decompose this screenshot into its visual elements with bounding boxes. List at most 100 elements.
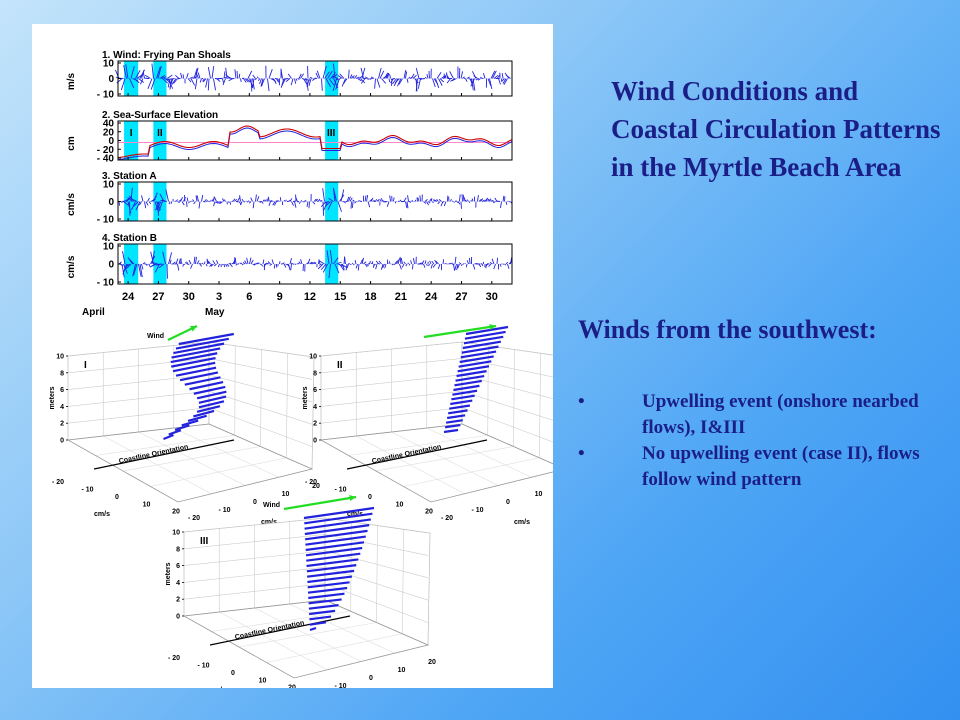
vector-mark <box>237 197 241 202</box>
vector-mark <box>438 199 442 202</box>
vector-mark <box>190 78 196 86</box>
y-tick-label: - 10 <box>97 278 115 289</box>
panel-title: 1. Wind: Frying Pan Shoals <box>102 50 231 61</box>
vector-mark <box>193 201 196 205</box>
vector-mark <box>397 258 401 265</box>
vector-mark <box>477 78 481 81</box>
vector-mark <box>346 263 349 269</box>
profile-vector <box>452 389 478 396</box>
event-band <box>124 244 139 284</box>
y-tick-label: 0 <box>108 197 114 208</box>
vector-mark <box>360 78 366 84</box>
vector-mark <box>298 73 302 79</box>
profile-vector <box>464 330 506 340</box>
vector-mark <box>277 78 279 83</box>
vector-mark <box>281 78 286 87</box>
vector-mark <box>363 261 367 265</box>
left-tick-label: 20 <box>288 685 296 688</box>
panel-title: 4. Station B <box>102 233 157 244</box>
grid-line <box>208 374 313 403</box>
vector-mark <box>229 263 233 268</box>
vector-mark <box>334 263 340 274</box>
vector-mark <box>279 197 282 202</box>
vector-mark <box>382 263 385 269</box>
vector-mark <box>370 76 375 79</box>
vector-mark <box>197 72 201 79</box>
vector-mark <box>310 262 314 265</box>
vector-mark <box>473 75 478 79</box>
vector-mark <box>486 197 488 202</box>
vector-mark <box>211 66 215 79</box>
vector-mark <box>290 263 292 271</box>
vector-mark <box>480 76 483 79</box>
vector-mark <box>432 78 436 88</box>
x-tick-label: 24 <box>122 291 135 303</box>
z-tick-label: 10 <box>172 530 180 537</box>
vector-mark <box>343 78 348 84</box>
grid-line <box>461 390 553 421</box>
vector-mark <box>374 78 376 89</box>
vector-mark <box>490 70 496 79</box>
vector-mark <box>207 260 211 265</box>
vector-mark <box>389 195 391 202</box>
vector-mark <box>465 78 468 82</box>
vector-mark <box>354 201 357 204</box>
vector-mark <box>135 70 141 79</box>
profile-vector <box>465 325 509 336</box>
profile-vector <box>309 626 317 632</box>
vector-mark <box>344 256 346 265</box>
panel-title: 2. Sea-Surface Elevation <box>102 110 218 121</box>
z-tick-label: 2 <box>176 597 180 604</box>
vector-mark <box>118 201 120 206</box>
vector-mark <box>457 201 461 205</box>
bullet-text: Upwelling event (onshore nearbed flows),… <box>642 391 919 438</box>
month-label: May <box>205 307 225 318</box>
vector-mark <box>210 263 214 267</box>
vector-mark <box>190 263 193 269</box>
vector-mark <box>145 201 149 206</box>
vector-mark <box>431 260 435 265</box>
vector-mark <box>390 78 396 80</box>
vector-mark <box>471 198 474 202</box>
vector-mark <box>508 201 511 203</box>
profile-vector <box>459 355 494 364</box>
vector-mark <box>451 200 454 202</box>
vector-mark <box>357 263 360 271</box>
vector-mark <box>140 78 144 85</box>
vector-mark <box>318 259 321 265</box>
vector-mark <box>333 257 339 265</box>
vector-mark <box>471 78 474 91</box>
event-band <box>124 121 139 160</box>
left-tick-label: - 10 <box>81 486 93 493</box>
vector-mark <box>427 201 431 204</box>
vector-mark <box>144 74 151 79</box>
vector-mark <box>155 201 160 211</box>
z-axis-label: meters <box>302 386 309 409</box>
right-tick-label: - 10 <box>334 683 346 688</box>
grid-line <box>266 633 403 663</box>
vector-mark <box>315 198 319 202</box>
vector-mark <box>283 199 285 202</box>
profile-vector <box>303 506 375 520</box>
z-tick-label: 4 <box>60 404 64 411</box>
vector-mark <box>157 65 162 79</box>
vector-mark <box>249 257 252 265</box>
vector-mark <box>380 263 384 270</box>
vector-mark <box>195 256 197 265</box>
vector-mark <box>150 251 154 265</box>
profile-vector <box>189 381 224 391</box>
vector-mark <box>384 72 389 79</box>
vector-mark <box>451 78 457 82</box>
vector-mark <box>148 201 152 205</box>
y-tick-label: 0 <box>108 136 114 147</box>
vector-mark <box>469 257 471 265</box>
vector-mark <box>131 198 138 202</box>
vector-mark <box>367 78 370 80</box>
right-tick-label: 20 <box>428 659 436 666</box>
vector-mark <box>333 189 337 202</box>
vector-mark <box>403 261 406 265</box>
vector-mark <box>239 201 243 206</box>
vector-mark <box>485 263 489 266</box>
current-profile <box>163 332 235 441</box>
vector-mark <box>127 197 133 202</box>
